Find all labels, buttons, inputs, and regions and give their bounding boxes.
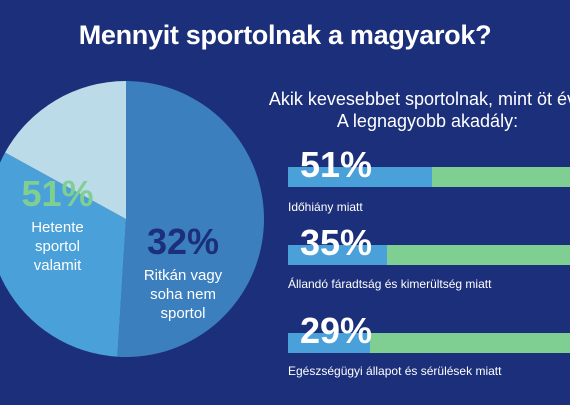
pie-slice-2-label-line: Ritkán vagy [143, 267, 223, 284]
pie-slice-2 [0, 152, 126, 357]
pie-slice-2-label-line: soha nem [150, 286, 216, 303]
pie-slice-1-label-line: sportol [34, 238, 81, 255]
bar-chart-heading: Akik kevesebbet sportolnak, mint öt éve … [260, 88, 570, 132]
bar-category-label: Egészségügyi állapot és sérülések miatt [288, 364, 502, 378]
pie-slice-2-percent: 32% [146, 221, 220, 262]
pie-slice-label-rarely: 32% Ritkán vagy soha nem sportol [132, 224, 234, 323]
bar-chart-heading-line2: A legnagyobb akadály: [336, 111, 519, 131]
pie-slice-1-label-line: Hetente [31, 219, 84, 236]
pie-slice-3 [5, 81, 126, 219]
pie-slice-1 [117, 81, 264, 357]
bar-value-label: 29% [300, 310, 373, 351]
bar-chart-heading-line1: Akik kevesebbet sportolnak, mint öt éve [268, 89, 570, 109]
pie-slice-2-label-line: sportol [160, 305, 206, 322]
bar-value-label: 51% [300, 144, 373, 185]
bar-track [288, 167, 570, 187]
bar-fill [288, 333, 370, 353]
bar-fill [288, 167, 432, 187]
pie-slice-1-percent: 51% [21, 173, 94, 214]
pie-slice-1-label-line: valamit [33, 257, 82, 274]
bar-track [288, 245, 570, 265]
bar-value-label: 35% [300, 222, 373, 263]
bar-track [288, 333, 570, 353]
bar-category-label: Időhiány miatt [288, 200, 363, 214]
pie-slice-label-weekly: 51% Hetente sportol valamit [10, 176, 105, 275]
bar-category-label: Állandó fáradtság és kimerültség miatt [288, 277, 492, 291]
bar-fill [288, 245, 387, 265]
page-title: Mennyit sportolnak a magyarok? [78, 20, 492, 50]
